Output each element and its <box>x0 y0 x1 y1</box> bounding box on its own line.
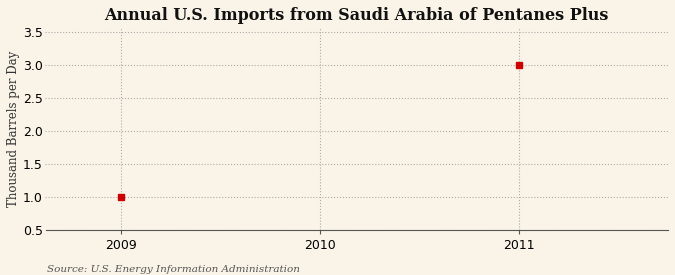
Title: Annual U.S. Imports from Saudi Arabia of Pentanes Plus: Annual U.S. Imports from Saudi Arabia of… <box>105 7 609 24</box>
Text: Source: U.S. Energy Information Administration: Source: U.S. Energy Information Administ… <box>47 265 300 274</box>
Y-axis label: Thousand Barrels per Day: Thousand Barrels per Day <box>7 51 20 207</box>
